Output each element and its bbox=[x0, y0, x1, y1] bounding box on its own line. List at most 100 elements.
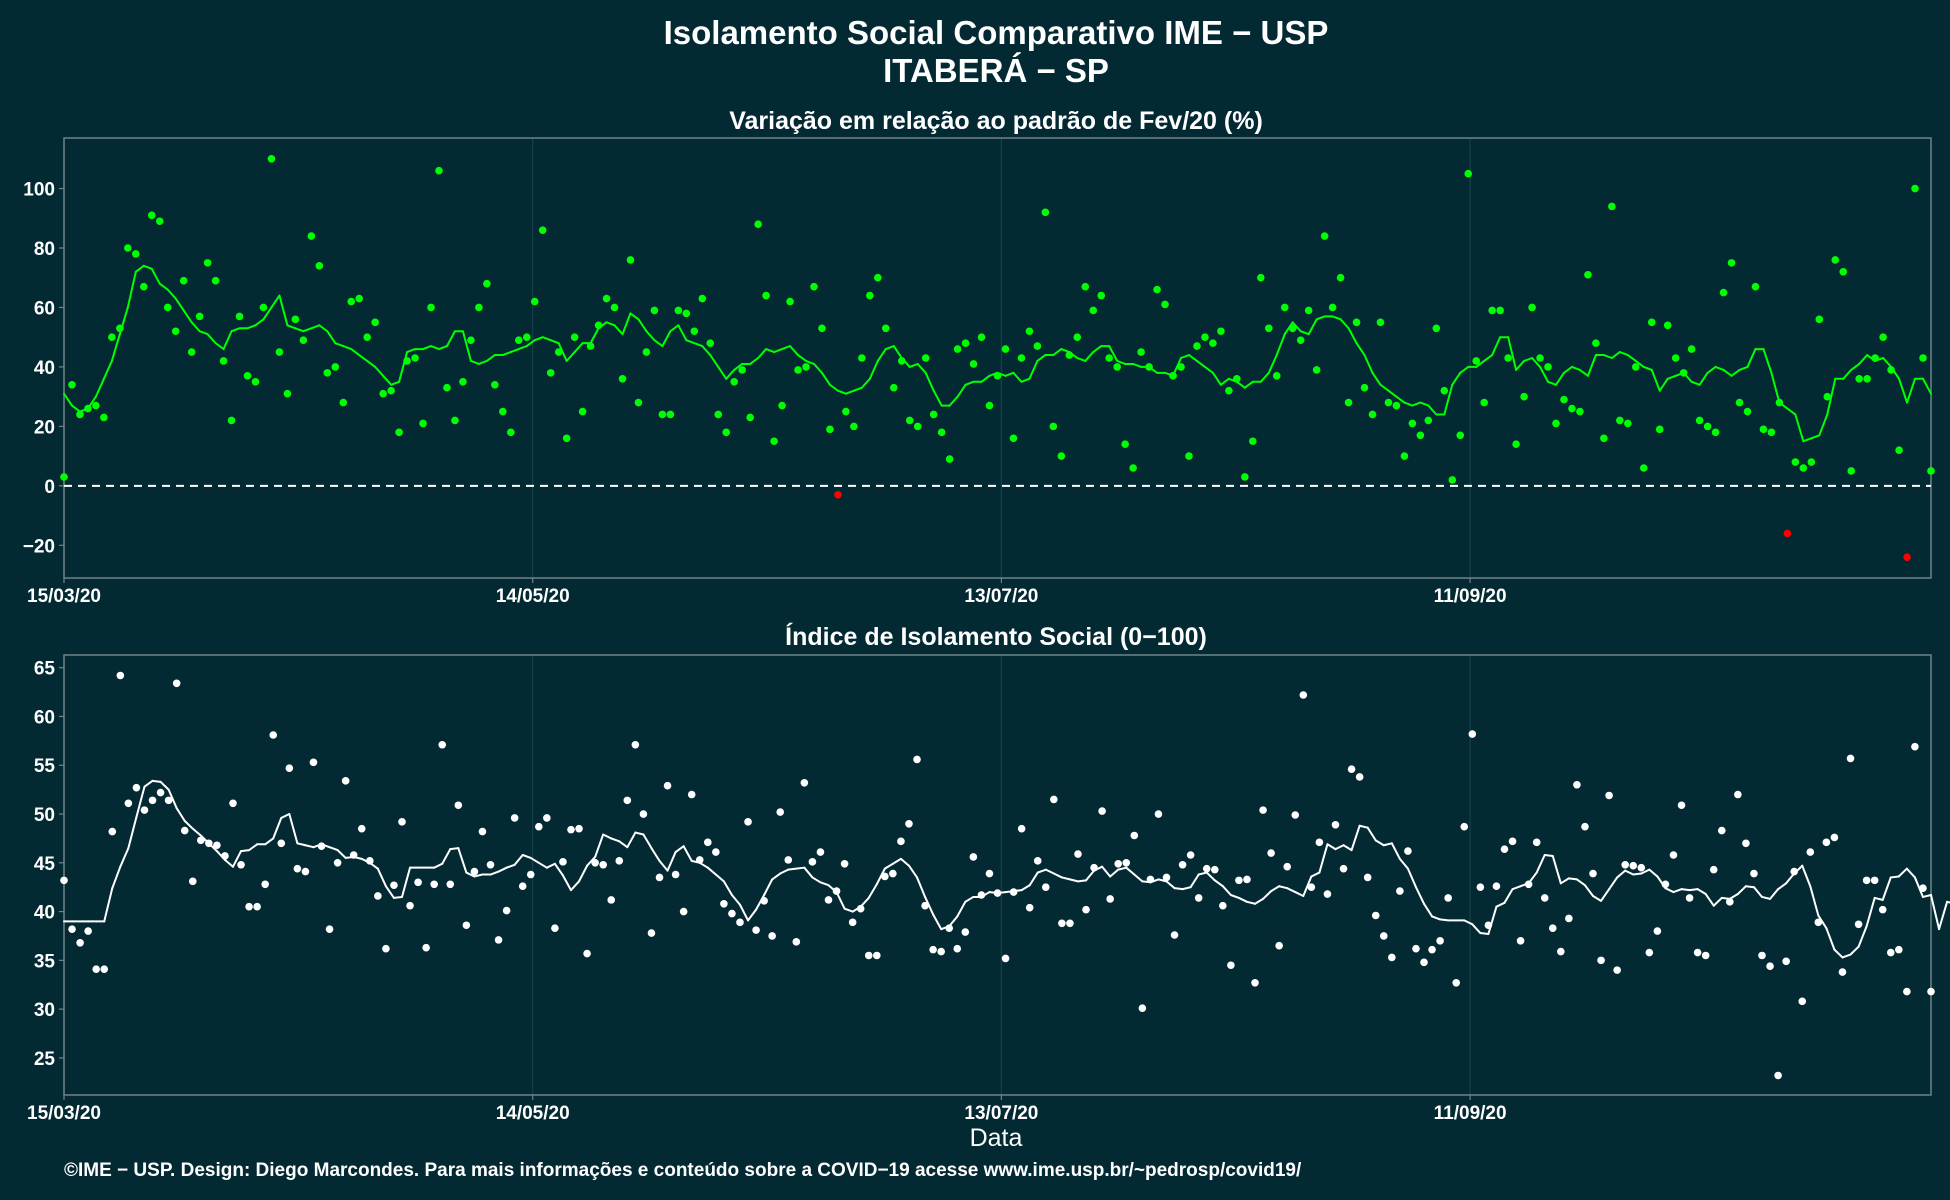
moving-average-segment bbox=[350, 348, 361, 357]
data-point bbox=[307, 232, 316, 240]
data-point bbox=[1516, 937, 1525, 945]
data-point bbox=[291, 315, 300, 324]
panel-variacao-title: Variação em relação ao padrão de Fev/20 … bbox=[729, 107, 1263, 135]
data-point bbox=[1428, 945, 1436, 954]
moving-average-segment bbox=[1431, 915, 1442, 921]
moving-average-segment bbox=[626, 831, 637, 849]
moving-average-segment bbox=[1801, 864, 1812, 888]
moving-average-segment bbox=[1696, 888, 1707, 896]
data-point bbox=[1169, 372, 1177, 380]
data-point bbox=[1384, 398, 1393, 407]
moving-average-segment bbox=[1187, 354, 1198, 362]
moving-average-segment bbox=[561, 874, 572, 892]
data-point bbox=[414, 878, 422, 887]
moving-average-segment bbox=[1898, 377, 1909, 404]
moving-average-segment bbox=[1688, 888, 1699, 892]
moving-average-segment bbox=[1818, 413, 1829, 437]
moving-average-segment bbox=[1592, 894, 1603, 902]
data-point bbox=[1444, 894, 1452, 902]
moving-average-segment bbox=[1640, 868, 1651, 875]
moving-average-segment bbox=[1543, 854, 1554, 857]
data-point bbox=[84, 404, 92, 413]
data-point bbox=[1170, 931, 1179, 939]
moving-average-segment bbox=[198, 330, 209, 336]
data-point bbox=[929, 945, 937, 954]
data-point bbox=[1288, 324, 1297, 333]
data-point bbox=[213, 841, 221, 850]
moving-average-segment bbox=[1326, 843, 1337, 851]
data-point bbox=[1903, 987, 1911, 996]
data-point bbox=[776, 808, 785, 816]
data-point bbox=[1209, 339, 1217, 347]
moving-average-segment bbox=[135, 785, 146, 818]
data-point bbox=[92, 401, 100, 410]
data-point bbox=[1581, 822, 1589, 831]
data-point bbox=[1219, 901, 1227, 910]
moving-average-segment bbox=[1738, 365, 1749, 371]
data-point bbox=[1275, 941, 1283, 950]
moving-average-segment bbox=[932, 389, 943, 407]
data-point bbox=[269, 731, 278, 739]
data-point bbox=[1663, 321, 1672, 330]
moving-average-segment bbox=[1181, 886, 1192, 891]
moving-average-segment bbox=[1825, 927, 1836, 951]
y-tick-label: 50 bbox=[34, 805, 55, 826]
moving-average-segment bbox=[1084, 351, 1095, 362]
moving-average-segment bbox=[1471, 923, 1482, 935]
panel-indice-title: Índice de Isolamento Social (0−100) bbox=[785, 622, 1207, 651]
data-point bbox=[1548, 924, 1557, 932]
data-point bbox=[315, 262, 324, 270]
moving-average-segment bbox=[771, 872, 782, 881]
data-point bbox=[712, 848, 720, 856]
data-point bbox=[1177, 363, 1185, 371]
moving-average-segment bbox=[637, 318, 648, 333]
data-point bbox=[559, 858, 567, 866]
data-point bbox=[1137, 348, 1145, 356]
moving-average-segment bbox=[1052, 872, 1063, 879]
moving-average-segment bbox=[328, 846, 339, 852]
moving-average-segment bbox=[1938, 900, 1949, 931]
data-point bbox=[1589, 869, 1597, 878]
moving-average-segment bbox=[1310, 871, 1321, 878]
figure-title-line2: ITABERÁ − SP bbox=[883, 52, 1109, 89]
data-point bbox=[1146, 875, 1155, 884]
data-point bbox=[575, 824, 583, 833]
moving-average-segment bbox=[1270, 885, 1281, 893]
data-point bbox=[1717, 826, 1726, 835]
moving-average-segment bbox=[1551, 854, 1562, 885]
data-point bbox=[1210, 865, 1219, 874]
moving-average-segment bbox=[730, 894, 741, 906]
data-point bbox=[1424, 416, 1433, 425]
data-point bbox=[937, 428, 946, 437]
moving-average-segment bbox=[843, 907, 854, 913]
moving-average-segment bbox=[1180, 354, 1190, 359]
moving-average-segment bbox=[392, 895, 403, 899]
moving-average-segment bbox=[899, 857, 910, 867]
data-point bbox=[1090, 863, 1098, 872]
moving-average-segment bbox=[916, 362, 927, 374]
moving-average-segment bbox=[763, 878, 774, 896]
data-point bbox=[607, 896, 616, 904]
moving-average-segment bbox=[1092, 345, 1103, 354]
data-point bbox=[357, 824, 366, 833]
data-point bbox=[1017, 824, 1026, 833]
data-point bbox=[475, 303, 483, 312]
x-tick-label: 15/03/20 bbox=[27, 1103, 101, 1124]
data-point bbox=[156, 788, 165, 797]
moving-average-segment bbox=[1608, 876, 1619, 891]
data-point bbox=[1235, 876, 1243, 885]
data-point bbox=[1041, 883, 1050, 891]
data-point bbox=[1315, 838, 1324, 847]
data-point bbox=[454, 801, 463, 810]
data-point bbox=[567, 825, 575, 834]
data-point bbox=[398, 818, 406, 826]
data-point bbox=[1412, 944, 1420, 953]
data-point bbox=[655, 873, 664, 882]
data-point bbox=[1767, 428, 1776, 437]
data-point bbox=[147, 211, 156, 220]
moving-average-segment bbox=[924, 895, 935, 916]
data-point bbox=[1701, 951, 1710, 960]
data-point bbox=[339, 398, 348, 407]
data-point bbox=[1073, 333, 1082, 341]
